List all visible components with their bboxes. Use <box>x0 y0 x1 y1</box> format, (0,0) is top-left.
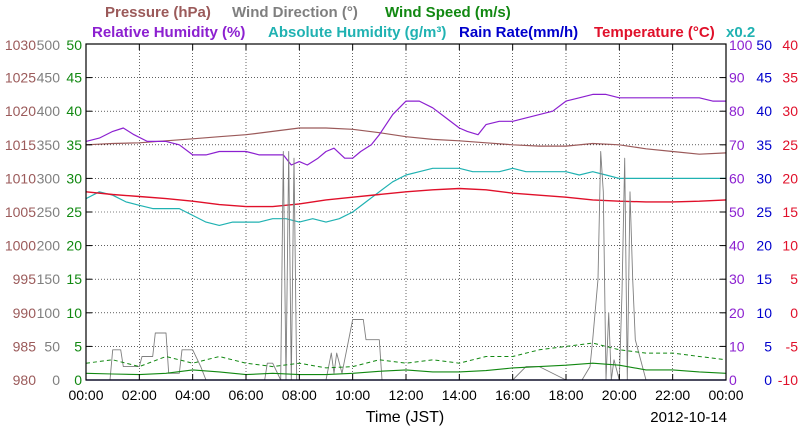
y-tick-label-wdir: 350 <box>37 137 61 153</box>
y-tick-label-wspd: 0 <box>74 372 82 388</box>
series-wspd <box>85 362 727 376</box>
y-tick-label-wspd: 15 <box>66 271 82 287</box>
y-tick-label-rh: 10 <box>729 338 745 354</box>
y-tick-label-wspd: 40 <box>66 103 82 119</box>
y-tick-label-temp: 40 <box>782 37 798 53</box>
y-tick-label-rain: 35 <box>756 137 772 153</box>
y-tick-label-pressure: 1010 <box>5 170 36 186</box>
y-tick-label-wdir: 200 <box>37 238 61 254</box>
y-tick-label-wdir: 500 <box>37 37 61 53</box>
y-tick-label-temp: 20 <box>782 170 798 186</box>
y-tick-label-wdir: 450 <box>37 70 61 86</box>
y-tick-label-wspd: 30 <box>66 170 82 186</box>
y-tick-label-wspd: 20 <box>66 238 82 254</box>
y-tick-label-rh: 70 <box>729 137 745 153</box>
y-tick-label-wdir: 300 <box>37 170 61 186</box>
y-tick-label-rain: 20 <box>756 238 772 254</box>
y-tick-label-wspd: 25 <box>66 204 82 220</box>
series-rh <box>85 93 726 166</box>
y-tick-label-temp: 0 <box>790 305 798 321</box>
y-tick-label-temp: -10 <box>778 372 798 388</box>
legend-absolute-humidity: Absolute Humidity (g/m³) <box>268 24 446 41</box>
x-tick-label: 10:00 <box>335 387 370 403</box>
y-tick-label-rain: 15 <box>756 271 772 287</box>
x-tick-label: 06:00 <box>228 387 263 403</box>
x-tick-label: 02:00 <box>122 387 157 403</box>
ah-scale-note: x0.2 <box>726 24 755 41</box>
y-tick-label-pressure: 1020 <box>5 103 36 119</box>
y-tick-label-pressure: 985 <box>13 338 37 354</box>
y-tick-label-rain: 50 <box>756 37 772 53</box>
y-tick-label-pressure: 1025 <box>5 70 36 86</box>
legend-pressure: Pressure (hPa) <box>105 4 211 21</box>
y-tick-label-rh: 60 <box>729 170 745 186</box>
series-ah <box>85 167 726 226</box>
y-tick-label-wspd: 35 <box>66 137 82 153</box>
y-tick-label-temp: 35 <box>782 70 798 86</box>
y-tick-label-pressure: 990 <box>13 305 37 321</box>
legend-rain-rate: Rain Rate(mm/h) <box>459 24 578 41</box>
y-tick-label-temp: 10 <box>782 238 798 254</box>
axes-layer: 00:00 02:00 04:00 06:00 08:00 10:00 12:00 14:00… <box>5 37 798 403</box>
x-tick-label: 20:00 <box>602 387 637 403</box>
series-layer <box>85 93 727 381</box>
y-tick-label-pressure: 1030 <box>5 37 36 53</box>
y-tick-label-rain: 5 <box>764 338 772 354</box>
y-tick-label-rh: 80 <box>729 103 745 119</box>
x-axis-label: Time (JST) <box>366 409 445 426</box>
x-tick-label: 16:00 <box>495 387 530 403</box>
y-tick-label-rain: 25 <box>756 204 772 220</box>
y-tick-label-pressure: 1000 <box>5 238 36 254</box>
y-tick-label-pressure: 1015 <box>5 137 36 153</box>
y-tick-label-pressure: 1005 <box>5 204 36 220</box>
y-tick-label-rh: 40 <box>729 238 745 254</box>
y-tick-label-wdir: 100 <box>37 305 61 321</box>
x-tick-label: 04:00 <box>175 387 210 403</box>
y-tick-label-wspd: 5 <box>74 338 82 354</box>
series-wdir <box>86 151 726 381</box>
series-pressure <box>85 127 727 155</box>
y-tick-label-wspd: 45 <box>66 70 82 86</box>
series-wgust <box>85 342 727 369</box>
y-tick-label-pressure: 980 <box>13 372 37 388</box>
legend-temperature: Temperature (°C) <box>594 24 715 41</box>
y-tick-label-wdir: 150 <box>37 271 61 287</box>
y-tick-label-temp: 25 <box>782 137 798 153</box>
y-tick-label-rain: 10 <box>756 305 772 321</box>
y-tick-label-rain: 40 <box>756 103 772 119</box>
y-tick-label-rain: 45 <box>756 70 772 86</box>
x-tick-label: 14:00 <box>442 387 477 403</box>
y-tick-label-rh: 90 <box>729 70 745 86</box>
y-tick-label-wdir: 250 <box>37 204 61 220</box>
y-tick-label-wdir: 400 <box>37 103 61 119</box>
y-tick-label-wdir: 50 <box>44 338 60 354</box>
y-tick-label-pressure: 995 <box>13 271 37 287</box>
x-tick-label: 18:00 <box>548 387 583 403</box>
series-temp <box>85 187 727 208</box>
y-tick-label-wspd: 10 <box>66 305 82 321</box>
x-tick-label: 12:00 <box>388 387 423 403</box>
y-tick-label-rh: 20 <box>729 305 745 321</box>
legend-relative-humidity: Relative Humidity (%) <box>92 24 245 41</box>
y-tick-label-rh: 0 <box>729 372 737 388</box>
x-tick-label: 00:00 <box>68 387 103 403</box>
y-tick-label-temp: -5 <box>786 338 799 354</box>
y-tick-label-temp: 30 <box>782 103 798 119</box>
y-tick-label-rh: 50 <box>729 204 745 220</box>
legend-wind-direction: Wind Direction (°) <box>232 4 358 21</box>
y-tick-label-rain: 0 <box>764 372 772 388</box>
x-tick-label: 08:00 <box>282 387 317 403</box>
y-tick-label-temp: 5 <box>790 271 798 287</box>
y-tick-label-rh: 30 <box>729 271 745 287</box>
x-tick-label: 22:00 <box>655 387 690 403</box>
x-tick-label: 00:00 <box>708 387 743 403</box>
y-tick-label-rh: 100 <box>729 37 753 53</box>
legend-wind-speed: Wind Speed (m/s) <box>385 4 511 21</box>
y-tick-label-wspd: 50 <box>66 37 82 53</box>
y-tick-label-temp: 15 <box>782 204 798 220</box>
y-tick-label-wdir: 0 <box>52 372 60 388</box>
y-tick-label-rain: 30 <box>756 170 772 186</box>
date-label: 2012-10-14 <box>650 409 727 426</box>
